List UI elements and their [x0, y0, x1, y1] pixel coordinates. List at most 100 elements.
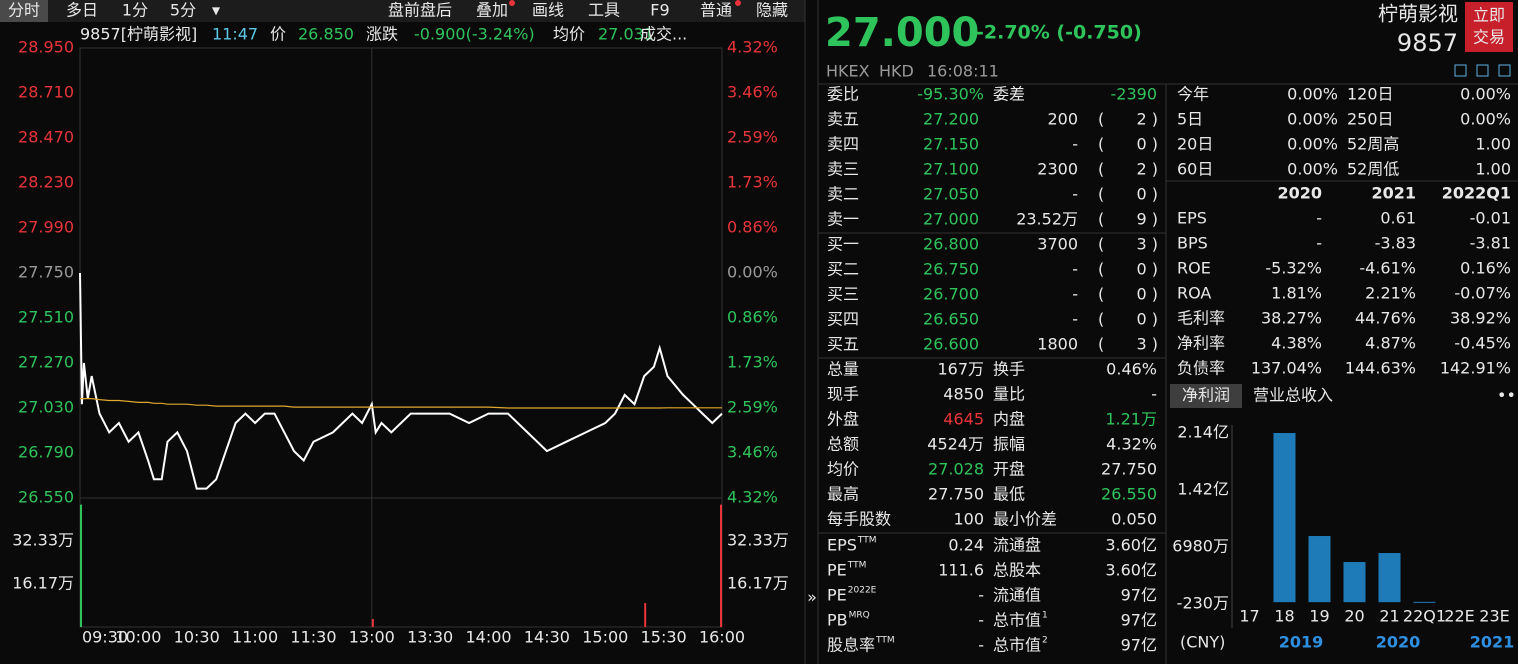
tool-button[interactable]: 工具 [588, 1, 620, 20]
y2-tick-label: 3.46% [727, 443, 778, 462]
y-tick-label: 26.790 [18, 443, 74, 462]
stat-value: 0.46% [1106, 360, 1157, 379]
stat-value: 4645 [943, 410, 984, 429]
fin-value: 2.21% [1365, 284, 1416, 303]
stat-label: 总额 [827, 435, 859, 454]
valuation-value: 111.6 [938, 561, 984, 580]
stat-value: - [1151, 385, 1157, 404]
perf-label: 52周低 [1347, 160, 1399, 179]
valuation-value: - [978, 636, 984, 655]
bar [1378, 553, 1401, 603]
trade-button[interactable]: 交易 [1473, 28, 1505, 47]
stat-label: 最小价差 [993, 510, 1057, 529]
level-price: 26.700 [923, 285, 979, 304]
level-label: 卖一 [827, 210, 859, 229]
profit-tab[interactable]: ••• [1497, 386, 1518, 405]
stat-value: 27.750 [1101, 460, 1157, 479]
fin-value: 0.16% [1460, 259, 1511, 278]
valuation-value: - [978, 611, 984, 630]
level-count: 3 ) [1136, 335, 1158, 354]
stat-value: 1.21万 [1105, 410, 1157, 429]
valuation-label: 总股本 [993, 561, 1041, 580]
x-tick-label: 21 [1379, 607, 1399, 626]
info-item: 9857[柠萌影视] [80, 25, 197, 44]
volume-bar [720, 504, 722, 627]
trade-button[interactable]: 立即 [1473, 6, 1505, 25]
volume-bar [80, 504, 82, 627]
level-paren: ( [1098, 210, 1104, 229]
tab[interactable]: 分时 [8, 1, 40, 20]
y2-tick-label: 2.59% [727, 128, 778, 147]
icon[interactable] [1498, 64, 1511, 77]
stat-label: 换手 [993, 360, 1025, 379]
tab[interactable]: ▾ [212, 1, 220, 20]
fin-label: BPS [1177, 234, 1208, 253]
level-label: 卖二 [827, 185, 859, 204]
valuation-label: 流通盘 [993, 536, 1041, 555]
level-label: 买一 [827, 235, 859, 254]
valuation-label-sup: 2 [1042, 636, 1048, 646]
bar [1343, 562, 1366, 603]
volume-bar [371, 619, 374, 627]
level-count: 0 ) [1136, 185, 1158, 204]
toolbar-bg [0, 0, 805, 22]
valuation-value: 3.60亿 [1105, 536, 1157, 555]
trade-button-bg[interactable] [1465, 2, 1513, 52]
level-price: 27.150 [923, 135, 979, 154]
level-paren: ( [1098, 110, 1104, 129]
y-tick-label: 26.550 [18, 488, 74, 507]
tab[interactable]: 1分 [122, 1, 148, 20]
fin-value: 38.92% [1450, 309, 1511, 328]
tool-button[interactable]: F9 [650, 1, 669, 20]
tool-button[interactable]: 盘前盘后 [388, 1, 452, 20]
level-price: 26.800 [923, 235, 979, 254]
info-item: 均价 [553, 25, 585, 44]
fin-value: -5.32% [1265, 259, 1322, 278]
level-paren: ( [1098, 335, 1104, 354]
stat-value: 167万 [937, 360, 984, 379]
stock-code: 9857 [1397, 29, 1458, 57]
valuation-label-sup: TTM [857, 536, 877, 546]
x-tick-label: 14:00 [465, 628, 511, 647]
collapse-icon[interactable]: » [807, 588, 817, 607]
tab[interactable]: 5分 [170, 1, 196, 20]
perf-value: 0.00% [1460, 85, 1511, 104]
tool-button[interactable]: 叠加 [476, 1, 508, 20]
y2-tick-label: 0.86% [727, 218, 778, 237]
tab[interactable]: 多日 [66, 1, 98, 20]
tool-button[interactable]: 画线 [532, 1, 564, 20]
x-tick-label: 11:00 [232, 628, 278, 647]
level-label: 买四 [827, 310, 859, 329]
perf-label: 60日 [1177, 160, 1213, 179]
stat-value: 27.028 [928, 460, 984, 479]
profit-tab[interactable]: 营业总收入 [1253, 386, 1333, 405]
tool-button[interactable]: 普通 [700, 1, 732, 20]
fin-value: 144.63% [1345, 359, 1416, 378]
icon[interactable] [1476, 64, 1489, 77]
fin-value: 1.81% [1271, 284, 1322, 303]
profit-tab[interactable]: 净利润 [1182, 386, 1230, 405]
x-tick-label: 17 [1239, 607, 1259, 626]
tool-button[interactable]: 隐藏 [756, 1, 788, 20]
x-tick-label: 13:00 [349, 628, 395, 647]
x-tick-label: 15:00 [582, 628, 628, 647]
fin-value: - [1316, 234, 1322, 253]
y2-tick-label: 1.73% [727, 353, 778, 372]
fin-label: EPS [1177, 209, 1207, 228]
fin-value: -0.45% [1454, 334, 1511, 353]
y-tick-label: 28.710 [18, 83, 74, 102]
x-tick-label: 16:00 [699, 628, 745, 647]
fin-header: 2021 [1371, 184, 1416, 203]
x-tick-label: 23E [1479, 607, 1509, 626]
level-volume: - [1072, 285, 1078, 304]
fin-value: 4.87% [1365, 334, 1416, 353]
level-volume: 3700 [1037, 235, 1078, 254]
info-item: -0.900(-3.24%) [414, 25, 535, 44]
fin-label: 毛利率 [1177, 309, 1225, 328]
y-tick-label: 27.750 [18, 263, 74, 282]
info-item: 成交... [640, 25, 687, 44]
level-price: 26.650 [923, 310, 979, 329]
icon[interactable] [1454, 64, 1467, 77]
volume-tick-label: 16.17万 [12, 573, 74, 592]
level-price: 27.200 [923, 110, 979, 129]
